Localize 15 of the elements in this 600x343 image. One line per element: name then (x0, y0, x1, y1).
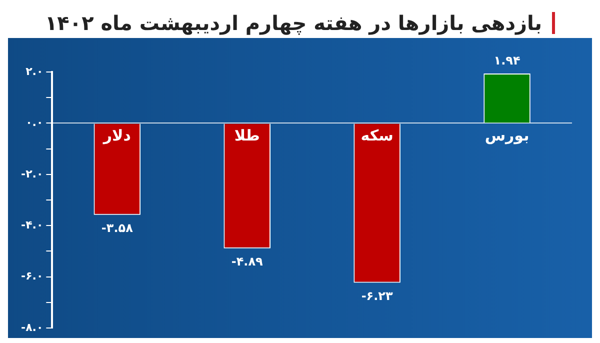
y-tick-label: ۰.۰ (26, 116, 44, 130)
data-label: -۳.۵۸ (101, 220, 134, 235)
x-tick-label: دلار (102, 126, 132, 145)
y-tick-label: -۲.۰ (21, 167, 44, 180)
data-label: ۱.۹۴ (494, 54, 520, 68)
x-tick-label: سکه (360, 126, 394, 145)
x-tick-label: طلا (234, 126, 260, 145)
data-label: -۴.۸۹ (231, 254, 264, 269)
data-label: -۶.۲۳ (361, 288, 394, 303)
y-tick-label: -۶.۰ (21, 270, 44, 283)
y-tick-label: -۴.۰ (21, 218, 44, 232)
chart-title: بازدهی بازارها در هفته چهارم اردیبهشت ماه ۱۴۰۲ (44, 11, 542, 35)
y-tick-label: -۸.۰ (21, 320, 44, 334)
y-tick-label: ۲.۰ (26, 64, 44, 78)
x-tick-label: بورس (484, 126, 530, 145)
